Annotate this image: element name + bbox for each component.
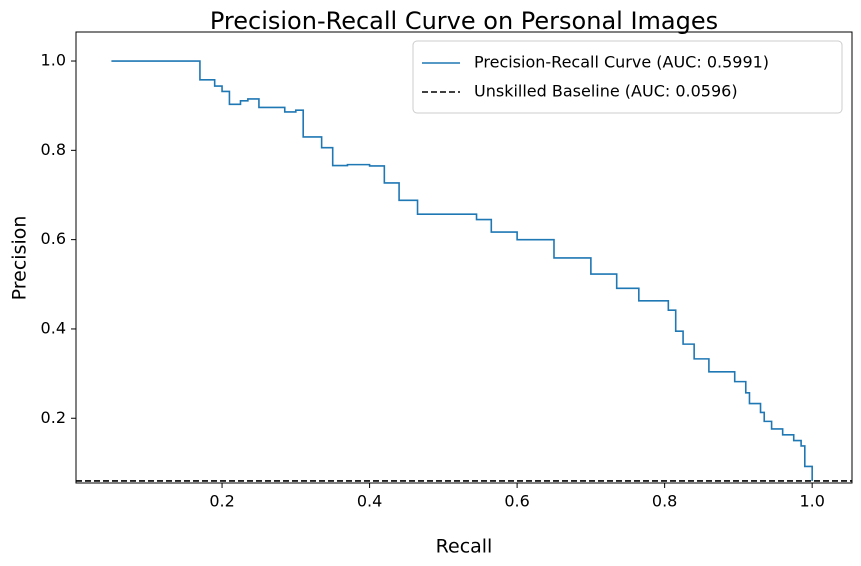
legend-box	[412, 40, 843, 114]
legend-label: Unskilled Baseline (AUC: 0.0596)	[474, 82, 738, 101]
x-axis-label: Recall	[436, 536, 493, 558]
y-tick-label: 1.0	[41, 51, 66, 70]
pr-curve	[111, 60, 813, 481]
y-tick-label: 0.6	[41, 229, 66, 248]
x-tick-label: 1.0	[799, 492, 824, 511]
y-tick-label: 0.8	[41, 140, 66, 159]
legend-label: Precision-Recall Curve (AUC: 0.5991)	[474, 53, 769, 72]
plot-frame	[75, 31, 853, 484]
x-tick-label: 0.4	[357, 492, 382, 511]
y-tick-label: 0.4	[41, 318, 66, 337]
chart-title: Precision-Recall Curve on Personal Image…	[210, 7, 718, 35]
x-tick-label: 0.6	[504, 492, 529, 511]
x-tick-label: 0.8	[652, 492, 677, 511]
y-axis-label: Precision	[9, 216, 31, 301]
y-tick-label: 0.2	[41, 408, 66, 427]
x-tick-label: 0.2	[209, 492, 234, 511]
